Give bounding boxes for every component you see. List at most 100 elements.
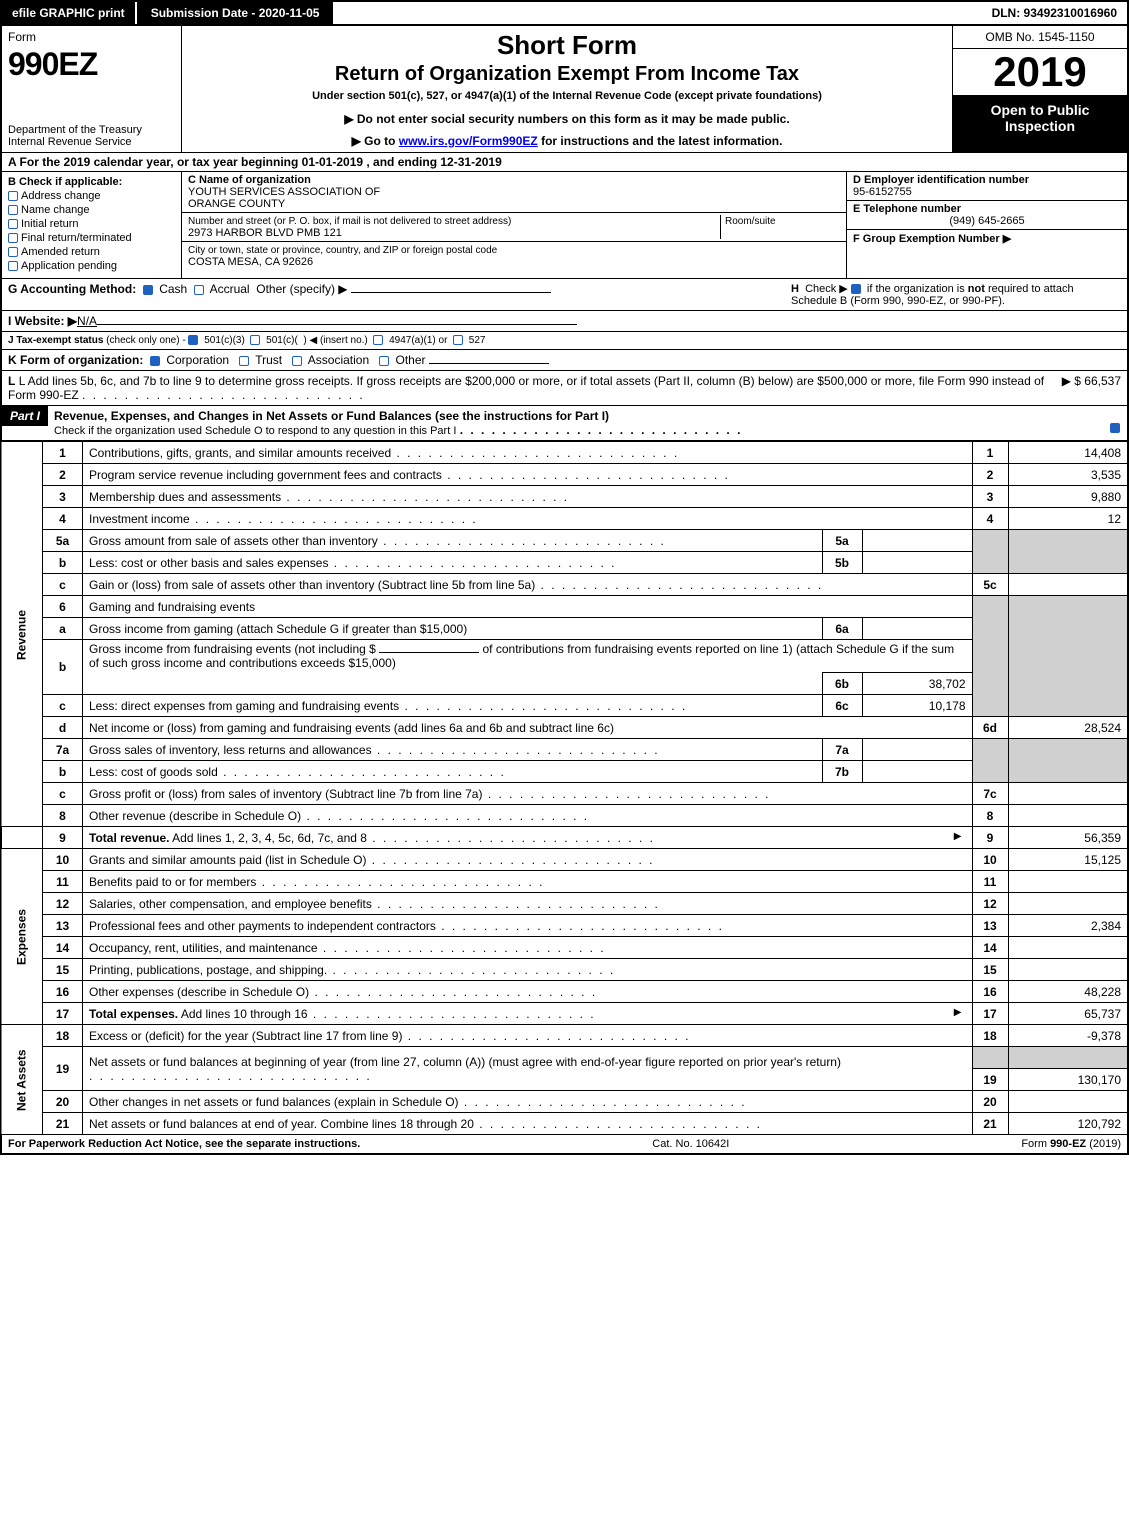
chk-corporation[interactable]	[150, 356, 160, 366]
row-17: 17 Total expenses. Add lines 10 through …	[1, 1003, 1128, 1025]
amt-20	[1008, 1091, 1128, 1113]
city-lbl: City or town, state or province, country…	[188, 245, 497, 256]
amt-1: 14,408	[1008, 442, 1128, 464]
d-7c: Gross profit or (loss) from sales of inv…	[89, 787, 482, 801]
chk-501c[interactable]	[250, 335, 260, 345]
n-7a: 7a	[43, 739, 83, 761]
e-phone-lbl: E Telephone number	[853, 203, 961, 215]
chk-amended-return[interactable]	[8, 247, 18, 257]
chk-name-change[interactable]	[8, 205, 18, 215]
ib-7b: 7b	[822, 761, 862, 783]
d-6a: Gross income from gaming (attach Schedul…	[89, 622, 467, 636]
g-pre: G Accounting Method:	[8, 282, 136, 296]
chk-501c3[interactable]	[188, 335, 198, 345]
ib-6b: 6b	[822, 673, 862, 695]
d-21: Net assets or fund balances at end of ye…	[89, 1117, 474, 1131]
efile-print-button[interactable]: efile GRAPHIC print	[2, 2, 137, 24]
box-5c: 5c	[972, 574, 1008, 596]
dept-treasury: Department of the Treasury	[8, 124, 175, 136]
lbl-association: Association	[308, 353, 369, 367]
box-10: 10	[972, 849, 1008, 871]
n-9: 9	[43, 827, 83, 849]
chk-part-i-schedule-o[interactable]	[1110, 423, 1120, 433]
n-8: 8	[43, 805, 83, 827]
d-19: Net assets or fund balances at beginning…	[89, 1055, 841, 1069]
d-11: Benefits paid to or for members	[89, 875, 256, 889]
chk-527[interactable]	[453, 335, 463, 345]
city: COSTA MESA, CA 92626	[188, 256, 313, 268]
n-15: 15	[43, 959, 83, 981]
lbl-trust: Trust	[255, 353, 282, 367]
omb-number: OMB No. 1545-1150	[953, 26, 1127, 49]
sec-j: J Tax-exempt status (check only one) - 5…	[0, 332, 1129, 350]
d-3: Membership dues and assessments	[89, 490, 281, 504]
chk-cash[interactable]	[143, 285, 153, 295]
amt-12	[1008, 893, 1128, 915]
title-return: Return of Organization Exempt From Incom…	[190, 63, 944, 86]
box-6d: 6d	[972, 717, 1008, 739]
n-12: 12	[43, 893, 83, 915]
amt-9: 56,359	[1008, 827, 1128, 849]
chk-trust[interactable]	[239, 356, 249, 366]
row-5c: c Gain or (loss) from sale of assets oth…	[1, 574, 1128, 596]
d-16: Other expenses (describe in Schedule O)	[89, 985, 309, 999]
sec-l: L L Add lines 5b, 6c, and 7b to line 9 t…	[0, 371, 1129, 406]
part-i-label: Part I	[2, 406, 48, 426]
l-amt: ▶ $ 66,537	[1054, 374, 1121, 402]
form-code: 990EZ	[8, 46, 175, 83]
amt-21: 120,792	[1008, 1113, 1128, 1135]
footer-mid: Cat. No. 10642I	[652, 1138, 729, 1150]
d-13: Professional fees and other payments to …	[89, 919, 436, 933]
amt-6d: 28,524	[1008, 717, 1128, 739]
col-def: D Employer identification number 95-6152…	[847, 172, 1127, 278]
row-7a: 7a Gross sales of inventory, less return…	[1, 739, 1128, 761]
row-5b: b Less: cost or other basis and sales ex…	[1, 552, 1128, 574]
box-9: 9	[972, 827, 1008, 849]
form-header: Form 990EZ Department of the Treasury In…	[0, 26, 1129, 153]
irs-link[interactable]: www.irs.gov/Form990EZ	[399, 134, 538, 148]
n-14: 14	[43, 937, 83, 959]
box-20: 20	[972, 1091, 1008, 1113]
n-6b: b	[43, 640, 83, 695]
d-7a: Gross sales of inventory, less returns a…	[89, 743, 372, 757]
n-6d: d	[43, 717, 83, 739]
d-5a: Gross amount from sale of assets other t…	[89, 534, 378, 548]
chk-initial-return[interactable]	[8, 219, 18, 229]
chk-address-change[interactable]	[8, 191, 18, 201]
lbl-amended-return: Amended return	[21, 246, 100, 258]
box-15: 15	[972, 959, 1008, 981]
part-i-title: Revenue, Expenses, and Changes in Net As…	[54, 409, 609, 423]
ia-6b: 38,702	[862, 673, 972, 695]
tax-year: 2019	[953, 49, 1127, 96]
org-name-2: ORANGE COUNTY	[188, 198, 285, 210]
chk-application-pending[interactable]	[8, 261, 18, 271]
chk-accrual[interactable]	[194, 285, 204, 295]
chk-h-not-required[interactable]	[851, 284, 861, 294]
submission-date: Submission Date - 2020-11-05	[137, 2, 334, 24]
chk-4947[interactable]	[373, 335, 383, 345]
room-lbl: Room/suite	[725, 216, 776, 227]
row-4: 4 Investment income 4 12	[1, 508, 1128, 530]
box-2: 2	[972, 464, 1008, 486]
irs-label: Internal Revenue Service	[8, 136, 175, 148]
n-19: 19	[43, 1047, 83, 1091]
goto-pre: Go to	[364, 134, 399, 148]
col-b: B Check if applicable: Address change Na…	[2, 172, 182, 278]
row-3: 3 Membership dues and assessments 3 9,88…	[1, 486, 1128, 508]
goto-line: Go to www.irs.gov/Form990EZ for instruct…	[190, 134, 944, 148]
row-6b-2: 6b 38,702	[1, 673, 1128, 695]
chk-other-org[interactable]	[379, 356, 389, 366]
chk-association[interactable]	[292, 356, 302, 366]
row-1: Revenue 1 Contributions, gifts, grants, …	[1, 442, 1128, 464]
addr-lbl: Number and street (or P. O. box, if mail…	[188, 216, 511, 227]
row-5a: 5a Gross amount from sale of assets othe…	[1, 530, 1128, 552]
box-12: 12	[972, 893, 1008, 915]
row-6d: d Net income or (loss) from gaming and f…	[1, 717, 1128, 739]
col-b-head: B Check if applicable:	[8, 176, 122, 188]
lbl-address-change: Address change	[21, 190, 101, 202]
row-6c: c Less: direct expenses from gaming and …	[1, 695, 1128, 717]
lbl-other-org: Other	[396, 353, 426, 367]
chk-final-return[interactable]	[8, 233, 18, 243]
n-4: 4	[43, 508, 83, 530]
amt-14	[1008, 937, 1128, 959]
